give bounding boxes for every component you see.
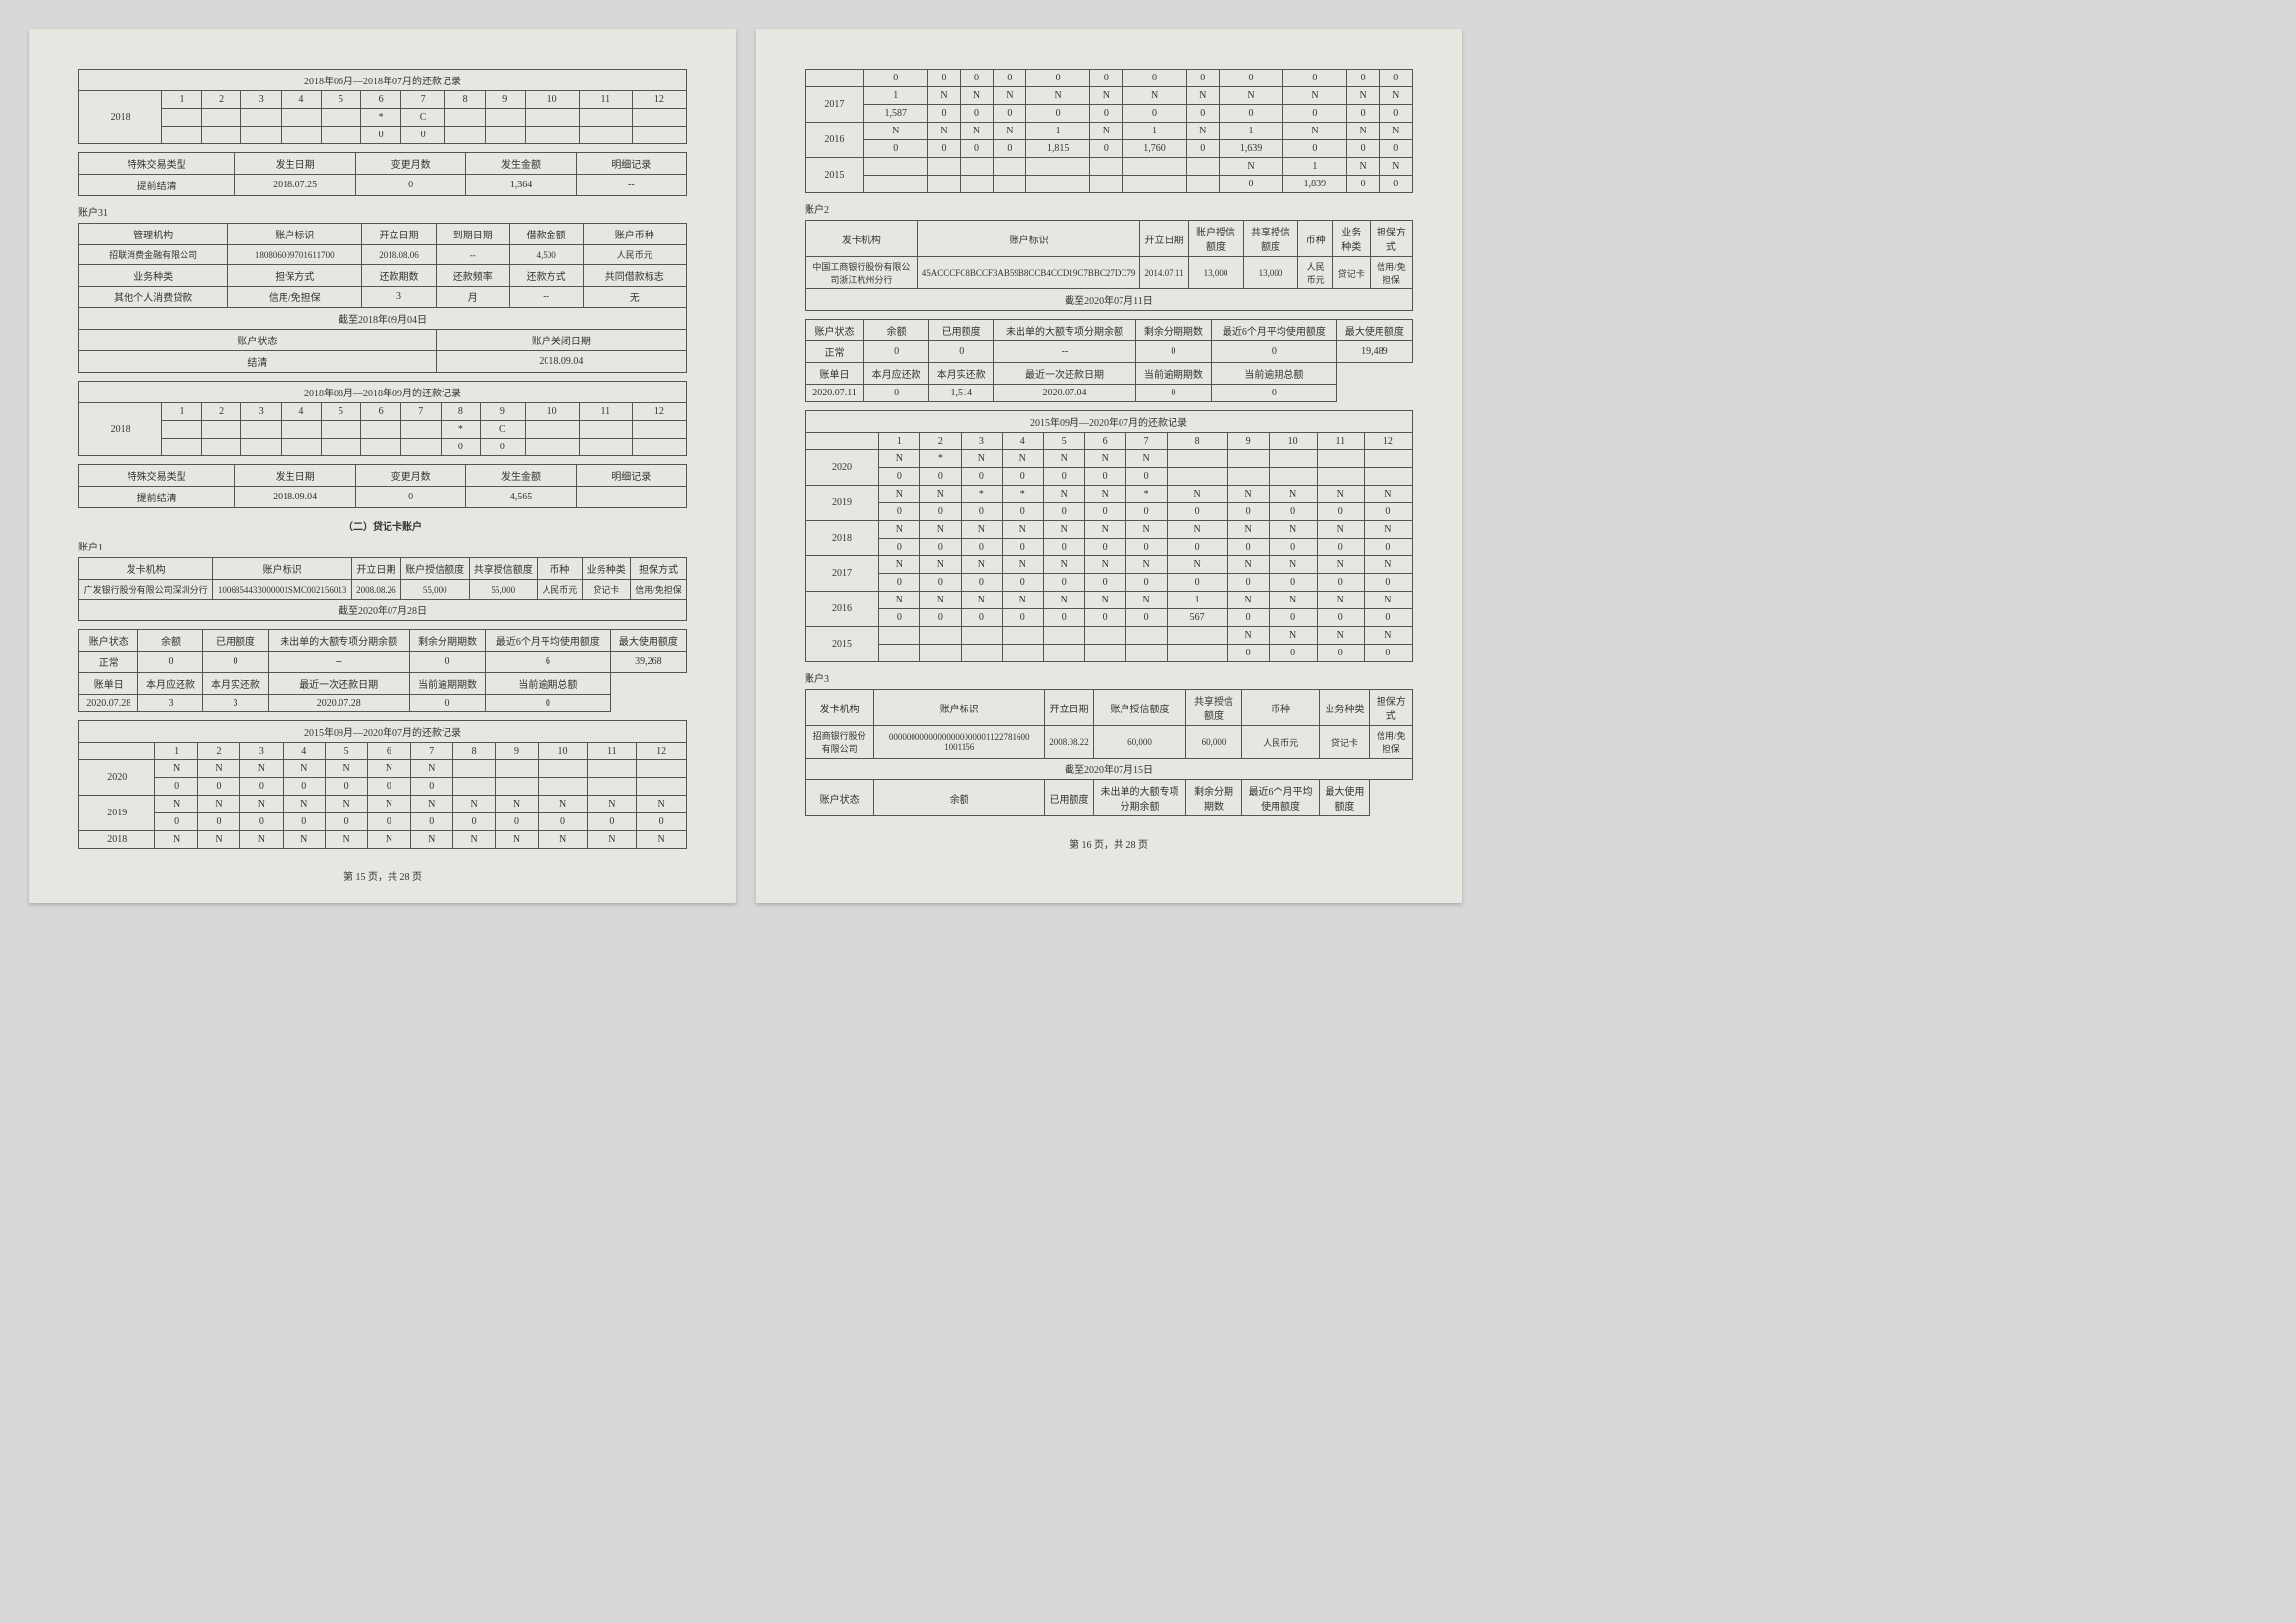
acct2-status: 账户状态余额已用额度未出单的大额专项分期余额剩余分期期数最近6个月平均使用额度最…	[805, 319, 1413, 402]
acct2-label: 账户2	[805, 201, 1413, 216]
footer-15: 第 15 页，共 28 页	[78, 868, 687, 883]
section-credit: （二）贷记卡账户	[78, 518, 687, 533]
acct1-label: 账户1	[78, 539, 687, 553]
acct31-label: 账户31	[78, 204, 687, 219]
footer-16: 第 16 页，共 28 页	[805, 836, 1413, 851]
special-1: 特殊交易类型发生日期变更月数发生金额明细记录提前结清2018.07.2501,3…	[78, 152, 687, 196]
page-15: 2018年06月—2018年07月的还款记录 20181234567891011…	[29, 29, 736, 903]
acct2-pay: 2015年09月—2020年07月的还款记录 123456789101112 2…	[805, 410, 1413, 662]
acct1-pay: 2015年09月—2020年07月的还款记录 123456789101112 2…	[78, 720, 687, 849]
acct3-info: 发卡机构账户标识开立日期账户授信额度共享授信额度币种业务种类担保方式招商银行股份…	[805, 689, 1413, 816]
acct31-pay: 2018年08月—2018年09月的还款记录 20181234567891011…	[78, 381, 687, 456]
p16-top: 00000000000020171NNNNNNNNNNN1,5870000000…	[805, 69, 1413, 193]
special-2: 特殊交易类型发生日期变更月数发生金额明细记录提前结清2018.09.0404,5…	[78, 464, 687, 508]
acct1-status: 账户状态余额已用额度未出单的大额专项分期余额剩余分期期数最近6个月平均使用额度最…	[78, 629, 687, 712]
acct3-label: 账户3	[805, 670, 1413, 685]
acct2-info: 发卡机构账户标识开立日期账户授信额度共享授信额度币种业务种类担保方式中国工商银行…	[805, 220, 1413, 311]
pay-2018-06: 2018年06月—2018年07月的还款记录 20181234567891011…	[78, 69, 687, 144]
acct31: 管理机构账户标识开立日期到期日期借款金额账户币种招联消费金融有限公司180806…	[78, 223, 687, 373]
acct1-info: 发卡机构账户标识开立日期账户授信额度共享授信额度币种业务种类担保方式广发银行股份…	[78, 557, 687, 621]
page-16: 00000000000020171NNNNNNNNNNN1,5870000000…	[756, 29, 1462, 903]
